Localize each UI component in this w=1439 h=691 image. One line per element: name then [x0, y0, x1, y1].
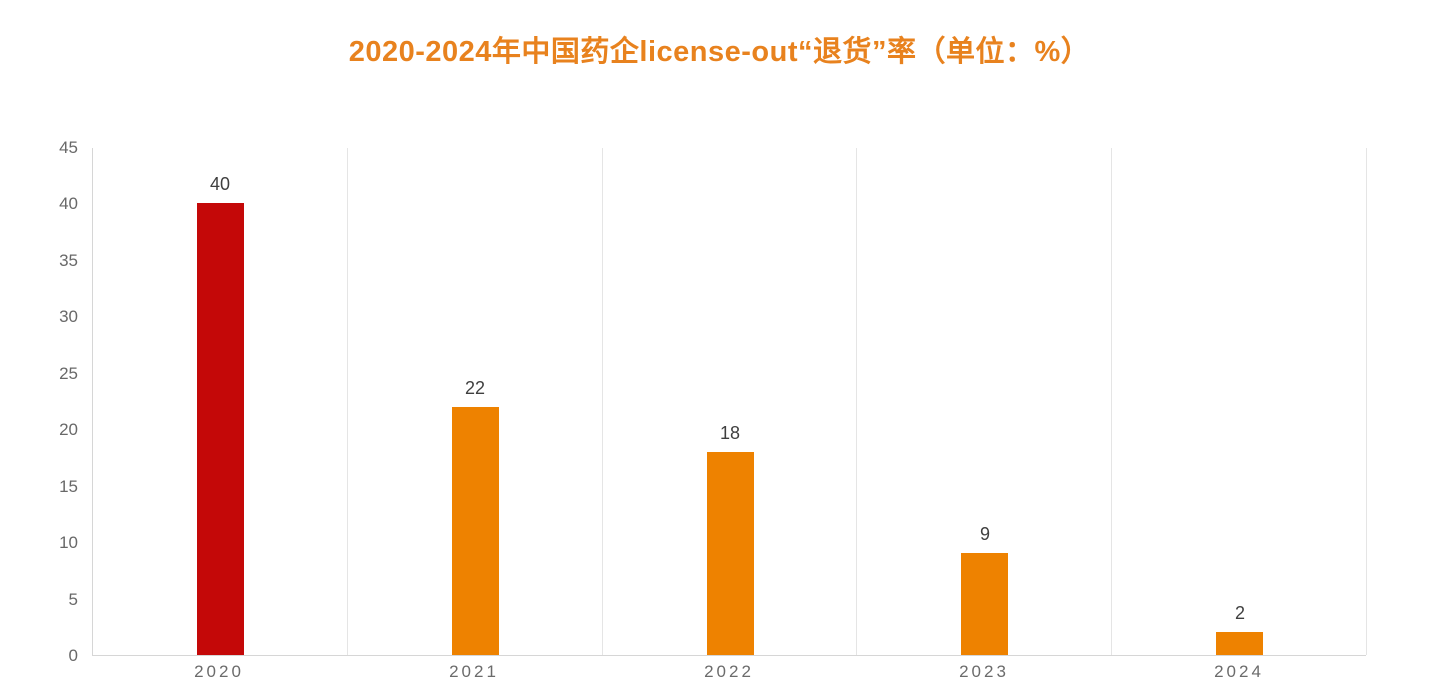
gridline [1111, 148, 1112, 655]
bar-2020 [197, 203, 244, 655]
x-tick-label: 2022 [704, 662, 754, 681]
bar-value-label: 2 [1234, 603, 1245, 623]
gridline [347, 148, 348, 655]
plot-area: 40 22 18 9 2 [92, 148, 1367, 656]
bar-value-label: 18 [719, 423, 741, 443]
y-tick-label: 45 [59, 138, 78, 157]
x-axis: 2020 2021 2022 2023 2024 [92, 662, 1366, 688]
gridline [602, 148, 603, 655]
bar-2023 [961, 553, 1008, 655]
bar-2022 [707, 452, 754, 655]
y-tick-label: 40 [59, 194, 78, 214]
y-tick-label: 25 [59, 363, 78, 383]
x-tick-label: 2021 [449, 662, 499, 681]
bar-2021 [452, 407, 499, 655]
y-tick-label: 10 [59, 533, 78, 553]
y-tick-label: 30 [59, 307, 78, 327]
bar-value-label: 9 [979, 524, 990, 544]
gridline [1366, 148, 1367, 655]
gridline [856, 148, 857, 655]
x-tick-label: 2024 [1214, 662, 1264, 681]
bar-2024 [1216, 632, 1263, 655]
chart-title: 2020-2024年中国药企license-out“退货”率（单位：%） [348, 36, 1091, 68]
y-tick-label: 0 [68, 646, 78, 665]
y-tick-label: 35 [59, 250, 78, 270]
bar-value-label: 22 [464, 378, 486, 398]
x-tick-label: 2020 [194, 662, 244, 681]
y-axis: 0 5 10 15 20 25 30 35 40 45 [28, 139, 78, 665]
x-tick-label: 2023 [959, 662, 1009, 681]
y-tick-label: 15 [59, 476, 78, 496]
y-tick-label: 5 [68, 589, 78, 609]
y-tick-label: 20 [59, 420, 78, 440]
bar-value-label: 40 [209, 174, 231, 194]
